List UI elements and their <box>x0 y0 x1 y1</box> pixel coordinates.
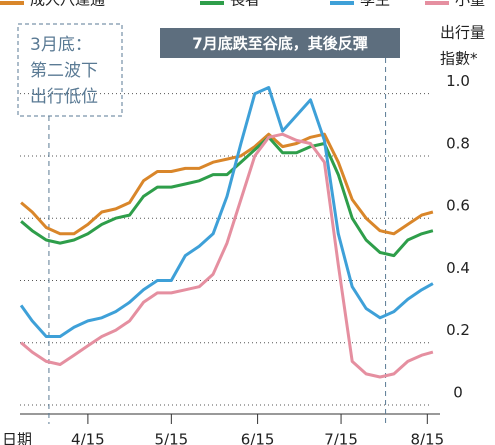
y-tick-label: 0.6 <box>446 197 470 215</box>
annotation-text: 第二波下 <box>30 61 98 81</box>
series-line <box>20 132 434 236</box>
legend-label: 長者 <box>230 0 260 9</box>
annotation-text: 出行低位 <box>30 87 98 107</box>
annotation-box <box>17 23 123 117</box>
y-tick-label: 0.4 <box>446 259 470 277</box>
y-tick-label: 0.8 <box>446 134 470 152</box>
x-tick-label: 8/15 <box>410 431 444 445</box>
y-tick-label: 1.0 <box>446 72 470 90</box>
annotation-text: 3月底： <box>30 35 92 55</box>
x-tick-label: 6/15 <box>241 431 275 445</box>
y-axis-title: 出行量 <box>440 24 485 42</box>
x-tick-label: 7/15 <box>324 431 358 445</box>
series-line <box>19 86 434 338</box>
x-axis-title: 日期 <box>2 431 32 445</box>
legend-label: 學生 <box>360 0 390 9</box>
annotation-text: 7月底跌至谷底，其後反彈 <box>192 35 367 53</box>
series-line <box>20 135 434 258</box>
x-tick-label: 4/15 <box>71 431 105 445</box>
y-axis-title: 指數* <box>440 50 478 68</box>
annotation-box <box>160 28 400 58</box>
y-tick-label: 0 <box>453 384 463 402</box>
x-tick-label: 5/15 <box>155 431 189 445</box>
legend-label: 小童 <box>455 0 485 9</box>
series-line <box>20 132 434 379</box>
legend-label: 成人八達通 <box>30 0 105 9</box>
y-tick-label: 0.2 <box>446 321 470 339</box>
